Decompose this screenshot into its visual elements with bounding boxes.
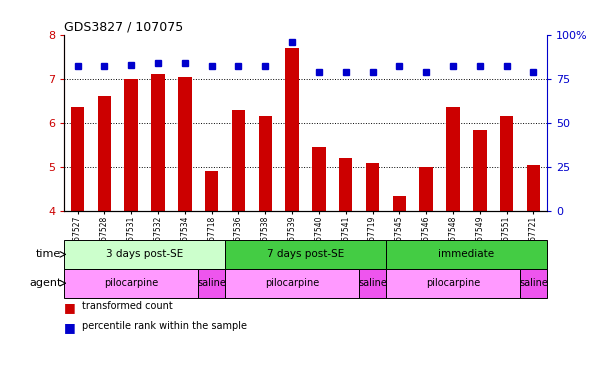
Text: time: time: [36, 249, 62, 260]
Bar: [527, 165, 540, 384]
Text: saline: saline: [197, 278, 226, 288]
Text: ■: ■: [64, 301, 76, 314]
Bar: [386, 269, 520, 298]
Text: 3 days post-SE: 3 days post-SE: [106, 249, 183, 260]
Bar: [473, 129, 486, 384]
Bar: [98, 96, 111, 384]
Text: GDS3827 / 107075: GDS3827 / 107075: [64, 20, 183, 33]
Bar: [339, 158, 353, 384]
Text: saline: saline: [519, 278, 548, 288]
Bar: [71, 108, 84, 384]
Bar: [205, 172, 218, 384]
Bar: [225, 240, 386, 269]
Text: 7 days post-SE: 7 days post-SE: [267, 249, 344, 260]
Bar: [178, 76, 191, 384]
Bar: [520, 269, 547, 298]
Text: saline: saline: [358, 278, 387, 288]
Bar: [420, 167, 433, 384]
Bar: [64, 269, 198, 298]
Bar: [312, 147, 326, 384]
Bar: [125, 79, 138, 384]
Bar: [500, 116, 513, 384]
Bar: [258, 116, 272, 384]
Bar: [386, 240, 547, 269]
Bar: [225, 269, 359, 298]
Bar: [366, 163, 379, 384]
Text: pilocarpine: pilocarpine: [426, 278, 480, 288]
Text: agent: agent: [29, 278, 62, 288]
Text: pilocarpine: pilocarpine: [104, 278, 158, 288]
Bar: [285, 48, 299, 384]
Text: percentile rank within the sample: percentile rank within the sample: [82, 321, 247, 331]
Bar: [446, 108, 459, 384]
Bar: [359, 269, 386, 298]
Text: ■: ■: [64, 321, 76, 334]
Text: pilocarpine: pilocarpine: [265, 278, 319, 288]
Bar: [393, 196, 406, 384]
Bar: [152, 74, 165, 384]
Bar: [198, 269, 225, 298]
Bar: [232, 110, 245, 384]
Text: transformed count: transformed count: [82, 301, 174, 311]
Text: immediate: immediate: [438, 249, 494, 260]
Bar: [64, 240, 225, 269]
